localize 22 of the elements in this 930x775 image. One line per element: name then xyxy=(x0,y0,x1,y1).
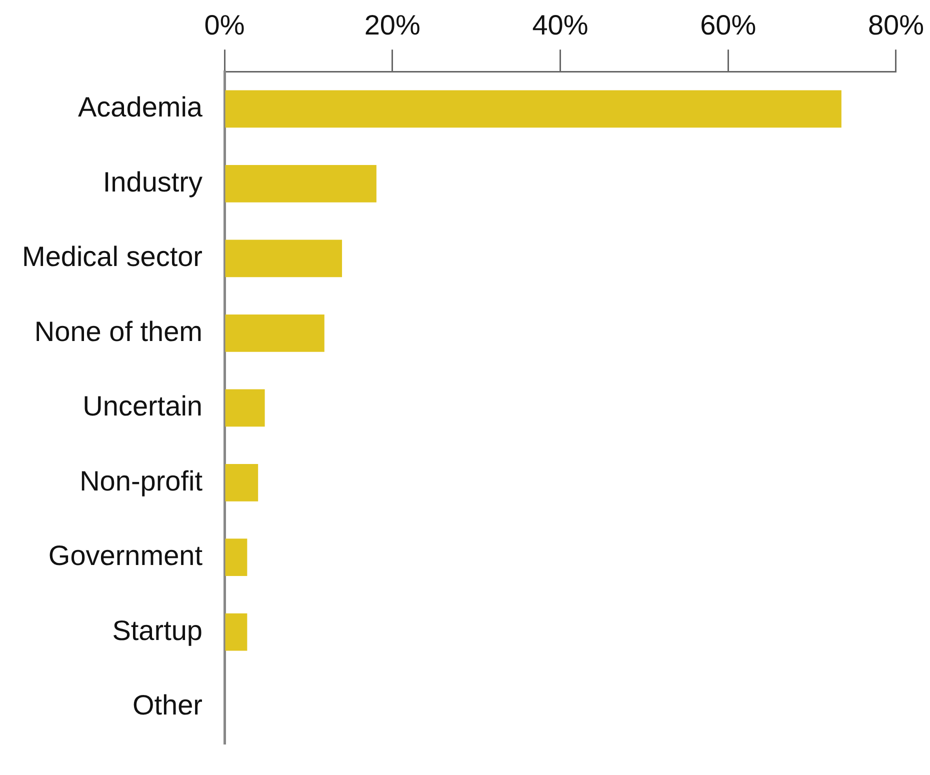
bar xyxy=(225,613,248,651)
y-tick-label: Academia xyxy=(78,92,203,123)
bar xyxy=(225,538,248,576)
x-tick-label: 40% xyxy=(532,10,588,41)
x-tick-label: 20% xyxy=(364,10,420,41)
bar xyxy=(225,165,376,202)
y-tick-label: Medical sector xyxy=(22,241,203,272)
x-tick-label: 0% xyxy=(204,10,245,41)
x-tick-label: 60% xyxy=(700,10,756,41)
y-tick-label: Uncertain xyxy=(82,390,203,422)
x-tick-label: 80% xyxy=(868,10,924,41)
y-tick-label: Industry xyxy=(102,166,203,198)
bar xyxy=(225,314,324,352)
bar xyxy=(225,90,842,128)
y-tick-label: Government xyxy=(48,540,203,572)
bar xyxy=(225,464,258,502)
y-tick-label: None of them xyxy=(34,316,203,347)
y-tick-label: Non-profit xyxy=(80,465,203,496)
bar xyxy=(225,240,342,278)
bar xyxy=(225,389,265,427)
y-tick-label: Other xyxy=(132,690,203,721)
y-tick-label: Startup xyxy=(112,614,203,646)
